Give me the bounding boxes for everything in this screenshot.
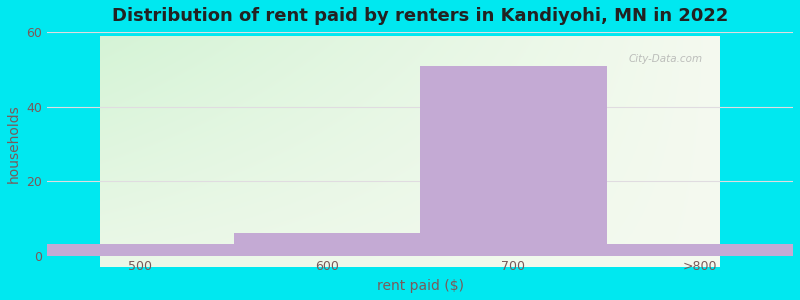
Title: Distribution of rent paid by renters in Kandiyohi, MN in 2022: Distribution of rent paid by renters in … (112, 7, 728, 25)
Text: City-Data.com: City-Data.com (629, 54, 703, 64)
Bar (234, 233, 420, 256)
Bar (606, 244, 793, 256)
Y-axis label: households: households (7, 104, 21, 183)
Bar (420, 66, 606, 256)
Bar (47, 244, 234, 256)
X-axis label: rent paid ($): rent paid ($) (377, 279, 464, 293)
